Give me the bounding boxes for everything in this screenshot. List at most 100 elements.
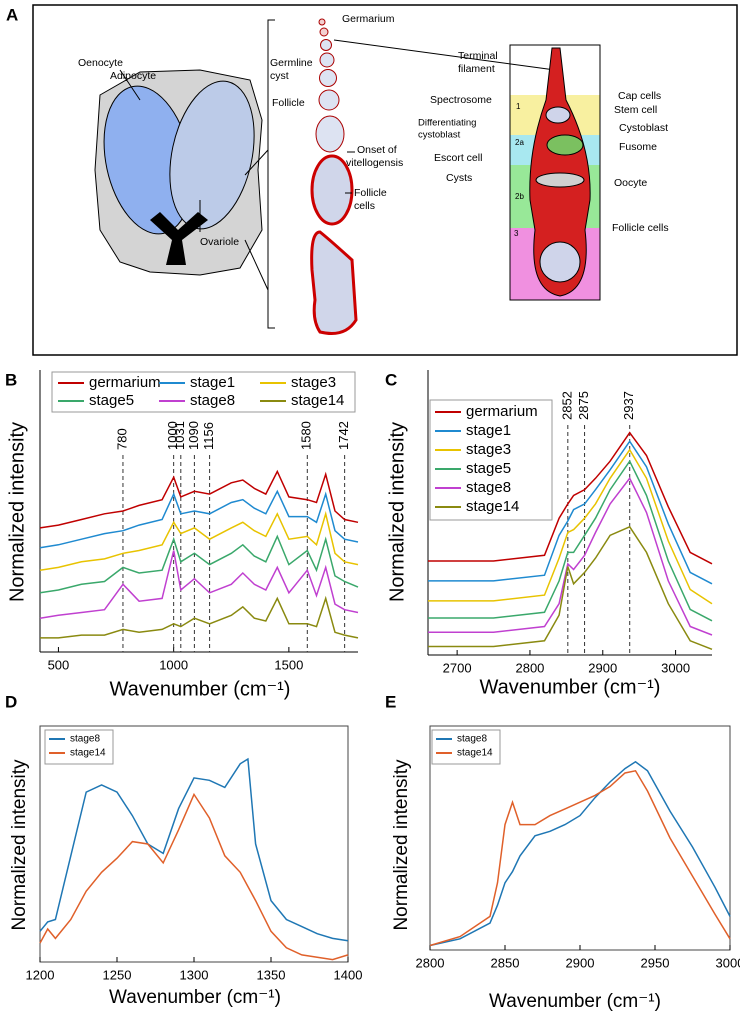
x-tick-label: 3000 <box>716 955 740 970</box>
panel-a-labels: Oenocyte Adipocyte Ovariole Germarium Ge… <box>78 13 669 248</box>
reference-label: 2875 <box>576 391 591 420</box>
panel-label: B <box>5 370 17 389</box>
reference-label: 1090 <box>186 421 201 450</box>
x-tick-label: 1300 <box>180 967 209 982</box>
series-line <box>39 550 359 619</box>
label: Germline <box>270 57 313 69</box>
legend-label: stage14 <box>291 392 344 409</box>
x-tick-label: 500 <box>48 657 70 672</box>
legend-label: germarium <box>89 374 161 391</box>
y-axis-label: Normalized intensity <box>391 759 412 931</box>
legend-label: stage1 <box>190 374 235 391</box>
egg-chamber <box>310 154 354 226</box>
x-tick-label: 2700 <box>443 660 472 675</box>
follicle <box>318 89 340 111</box>
x-tick-label: 2950 <box>641 955 670 970</box>
pointer <box>333 39 556 71</box>
cyst <box>535 172 585 188</box>
cyst <box>546 134 584 156</box>
cyst <box>319 27 329 37</box>
x-tick-label: 2800 <box>416 955 445 970</box>
reference-label: 1031 <box>172 421 187 450</box>
series-line <box>428 476 713 636</box>
label: Oocyte <box>614 177 647 189</box>
x-tick-label: 2900 <box>588 660 617 675</box>
region-label: 2a <box>515 138 524 147</box>
cell <box>545 106 571 124</box>
x-axis-label: Wavenumber (cm⁻¹) <box>110 678 291 700</box>
series-line <box>39 489 359 549</box>
label: Germarium <box>342 13 395 25</box>
bracket <box>267 19 275 329</box>
germarium <box>529 47 591 297</box>
pointer <box>119 69 141 101</box>
reference-label: 2852 <box>559 391 574 420</box>
follicle <box>315 115 345 153</box>
region-label: 2b <box>515 192 524 201</box>
legend-label: stage3 <box>466 441 511 458</box>
series-line <box>40 595 359 639</box>
series-line <box>428 459 713 622</box>
label: Cystoblast <box>619 122 668 134</box>
label: Oenocyte <box>78 57 123 69</box>
label: Terminal <box>458 50 498 62</box>
x-tick-label: 1200 <box>26 967 55 982</box>
legend-label: stage5 <box>466 460 511 477</box>
y-axis-label: Normalized intensity <box>6 422 28 602</box>
legend-label: stage14 <box>70 748 106 759</box>
region-label: 1 <box>516 102 521 111</box>
series-line <box>39 510 359 571</box>
label: filament <box>458 63 495 75</box>
series-line <box>428 431 713 565</box>
x-tick-label: 1500 <box>274 657 303 672</box>
x-axis-label: Wavenumber (cm⁻¹) <box>480 676 661 698</box>
label: Fusome <box>619 141 657 153</box>
panel-label: E <box>385 692 396 711</box>
label: Ovariole <box>200 236 239 248</box>
label: Stem cell <box>614 104 657 116</box>
label: Follicle cells <box>612 222 669 234</box>
legend-label: stage3 <box>291 374 336 391</box>
reference-label: 1000 <box>165 421 180 450</box>
series-line <box>428 439 713 585</box>
label: Cap cells <box>618 90 661 102</box>
x-tick-label: 1250 <box>103 967 132 982</box>
series-line <box>428 525 713 650</box>
chart: D Wavenumber (cm⁻¹) Normalized intensity 12… <box>5 692 362 1008</box>
legend-label: stage14 <box>466 498 519 515</box>
legend-label: stage8 <box>70 734 100 745</box>
legend-frame <box>51 371 356 413</box>
egg-chamber <box>310 230 358 335</box>
series-line <box>39 469 359 529</box>
legend-frame <box>44 729 114 765</box>
label: cystoblast <box>418 130 461 141</box>
cyst <box>320 39 332 51</box>
series-line <box>39 757 349 942</box>
legend-frame <box>431 729 501 765</box>
y-axis-label: Normalized intensity <box>9 759 30 931</box>
x-tick-label: 2800 <box>515 660 544 675</box>
panel-label: C <box>385 370 397 389</box>
legend-label: stage8 <box>457 734 487 745</box>
series-line <box>39 792 349 961</box>
series-line <box>39 534 359 594</box>
label: Spectrosome <box>430 94 492 106</box>
label: Follicle <box>354 187 387 199</box>
y-axis-label: Normalized intensity <box>386 422 408 602</box>
panel-frame <box>32 4 738 356</box>
x-tick-label: 2850 <box>491 955 520 970</box>
x-tick-label: 1000 <box>159 657 188 672</box>
legend-label: stage5 <box>89 392 134 409</box>
label: Cysts <box>446 172 472 184</box>
panel-a: A <box>6 4 738 356</box>
legend-label: stage14 <box>457 748 493 759</box>
x-axis-label: Wavenumber (cm⁻¹) <box>489 991 661 1012</box>
series-line <box>429 769 731 947</box>
reference-label: 1580 <box>299 421 314 450</box>
series-line <box>428 448 713 605</box>
reference-label: 1742 <box>336 421 351 450</box>
legend-label: stage8 <box>466 479 511 496</box>
chart: C Wavenumber (cm⁻¹) Normalized intensity 27… <box>385 370 713 698</box>
label: Adipocyte <box>110 70 156 82</box>
